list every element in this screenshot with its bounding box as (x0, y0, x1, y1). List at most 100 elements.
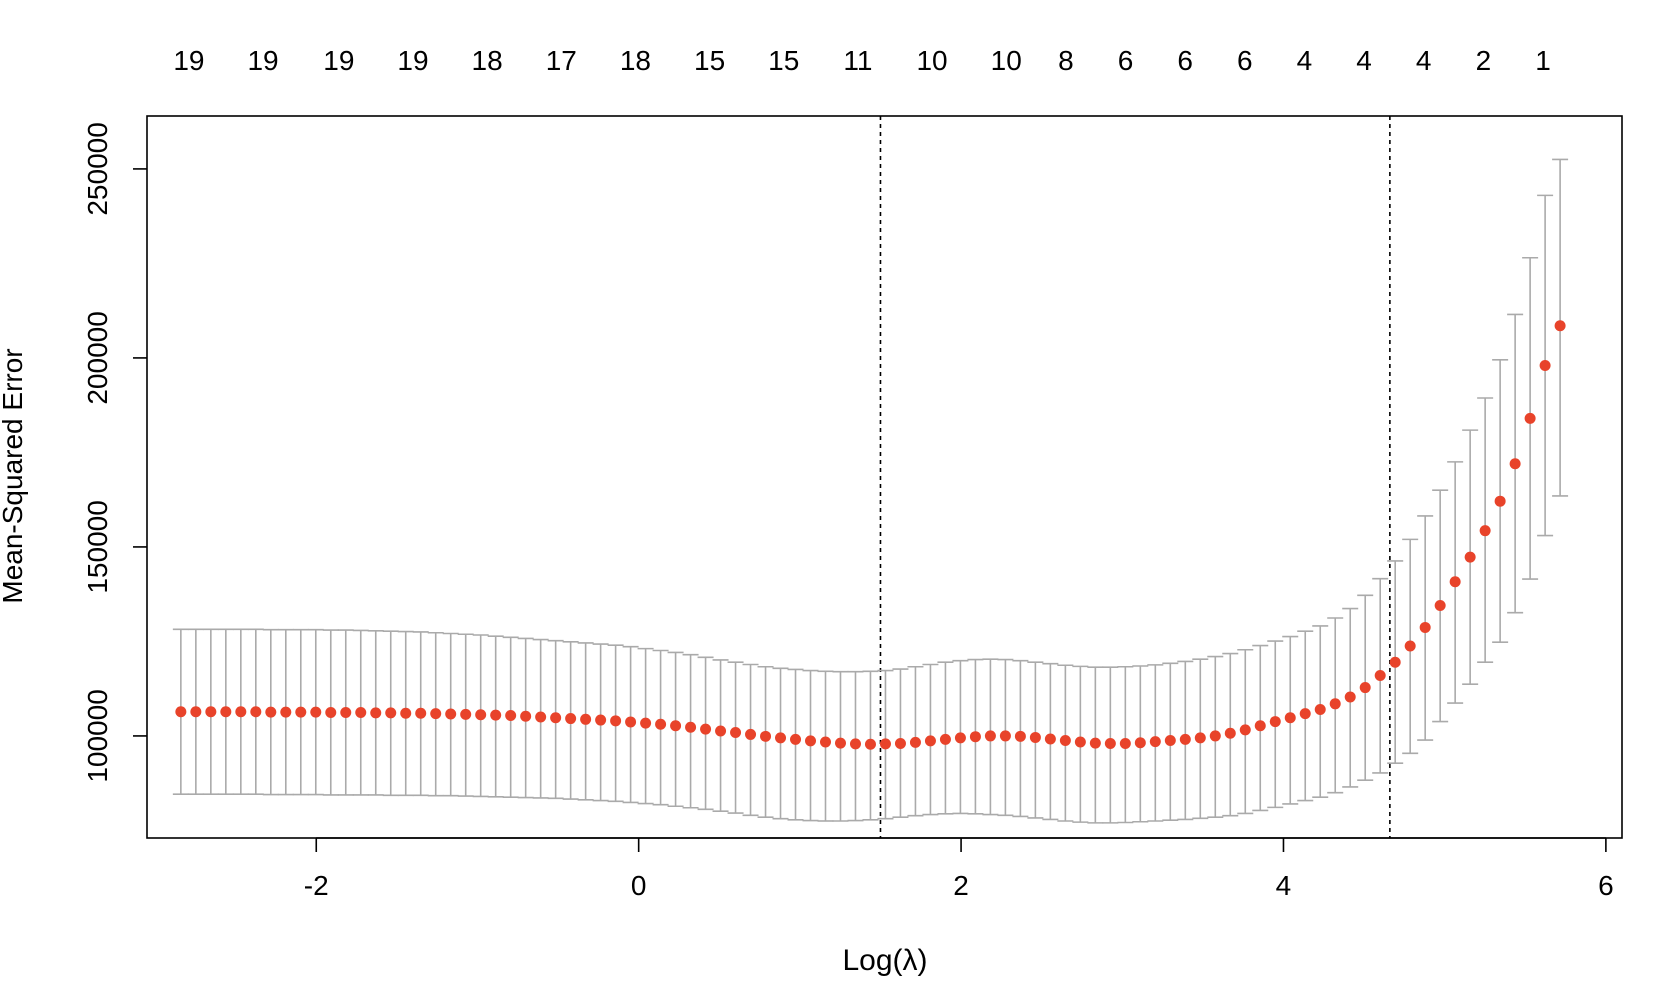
data-point (715, 725, 727, 737)
data-point (864, 738, 876, 750)
error-bars (172, 158, 1569, 824)
reference-lines (879, 116, 1391, 838)
data-point (939, 733, 951, 745)
data-point (490, 709, 502, 721)
data-point (295, 706, 307, 718)
top-count-label: 17 (546, 45, 577, 76)
y-tick-label: 250000 (82, 122, 113, 215)
data-point (1374, 669, 1386, 681)
x-tick-label: -2 (304, 870, 329, 901)
data-point (805, 735, 817, 747)
data-point (1149, 736, 1161, 748)
data-point (1314, 703, 1326, 715)
data-point (280, 706, 292, 718)
data-point (1134, 737, 1146, 749)
data-point (385, 707, 397, 719)
data-point (745, 728, 757, 740)
data-point (894, 737, 906, 749)
x-tick-label: 2 (953, 870, 969, 901)
data-point (1119, 737, 1131, 749)
data-point (520, 710, 532, 722)
top-axis-counts: 19 19 19 19 18 17 18 15 15 11 10 10 8 6 6 6 4 4 4 2 1 (173, 45, 1550, 76)
data-point (760, 730, 772, 742)
data-point (1359, 682, 1371, 694)
data-point (535, 711, 547, 723)
y-tick-label: 150000 (82, 500, 113, 593)
data-point (1194, 732, 1206, 744)
data-point (1389, 656, 1401, 668)
data-point (700, 723, 712, 735)
data-point (1299, 708, 1311, 720)
data-point (790, 733, 802, 745)
top-count-label: 4 (1297, 45, 1313, 76)
top-count-label: 6 (1237, 45, 1253, 76)
data-point (1449, 576, 1461, 588)
top-count-label: 18 (620, 45, 651, 76)
data-point (1344, 691, 1356, 703)
data-point (1239, 724, 1251, 736)
data-point (460, 708, 472, 720)
data-point (1029, 731, 1041, 743)
data-point (400, 707, 412, 719)
data-point (445, 708, 457, 720)
top-count-label: 10 (916, 45, 947, 76)
data-point (1224, 727, 1236, 739)
data-point (1509, 458, 1521, 470)
top-count-label: 19 (323, 45, 354, 76)
data-point (265, 706, 277, 718)
top-count-label: 11 (843, 45, 872, 76)
data-point (235, 706, 247, 718)
data-point (1479, 525, 1491, 537)
data-point (924, 735, 936, 747)
data-point (655, 718, 667, 730)
y-axis-label: Mean-Squared Error (0, 348, 28, 603)
data-point (999, 730, 1011, 742)
data-point (879, 738, 891, 750)
data-point (1089, 737, 1101, 749)
x-tick-label: 0 (631, 870, 647, 901)
data-point (310, 706, 322, 718)
mse-points (175, 320, 1566, 750)
data-point (415, 707, 427, 719)
data-point (1494, 495, 1506, 507)
data-point (430, 708, 442, 720)
top-count-label: 6 (1118, 45, 1134, 76)
data-point (1059, 734, 1071, 746)
data-point (610, 715, 622, 727)
data-point (1074, 736, 1086, 748)
data-point (1419, 621, 1431, 633)
plot-frame (146, 115, 1623, 839)
top-count-label: 19 (397, 45, 428, 76)
top-count-label: 2 (1476, 45, 1492, 76)
data-point (1014, 730, 1026, 742)
data-point (1254, 720, 1266, 732)
data-point (1434, 600, 1446, 612)
y-tick-label: 100000 (82, 689, 113, 782)
data-point (370, 707, 382, 719)
data-point (475, 709, 487, 721)
data-point (1524, 412, 1536, 424)
data-point (954, 732, 966, 744)
top-count-label: 4 (1416, 45, 1432, 76)
data-point (205, 706, 217, 718)
data-point (640, 717, 652, 729)
data-point (1539, 359, 1551, 371)
data-point (834, 737, 846, 749)
data-point (1269, 716, 1281, 728)
data-point (625, 716, 637, 728)
data-point (685, 721, 697, 733)
data-point (1329, 698, 1341, 710)
data-point (220, 706, 232, 718)
top-count-label: 18 (472, 45, 503, 76)
data-point (969, 731, 981, 743)
top-count-label: 6 (1177, 45, 1193, 76)
data-point (1179, 733, 1191, 745)
y-tick-label: 200000 (82, 311, 113, 404)
top-count-label: 10 (991, 45, 1022, 76)
top-count-label: 19 (247, 45, 278, 76)
data-point (175, 706, 187, 718)
x-tick-label: 6 (1598, 870, 1614, 901)
top-count-label: 4 (1356, 45, 1372, 76)
data-point (1554, 320, 1566, 332)
